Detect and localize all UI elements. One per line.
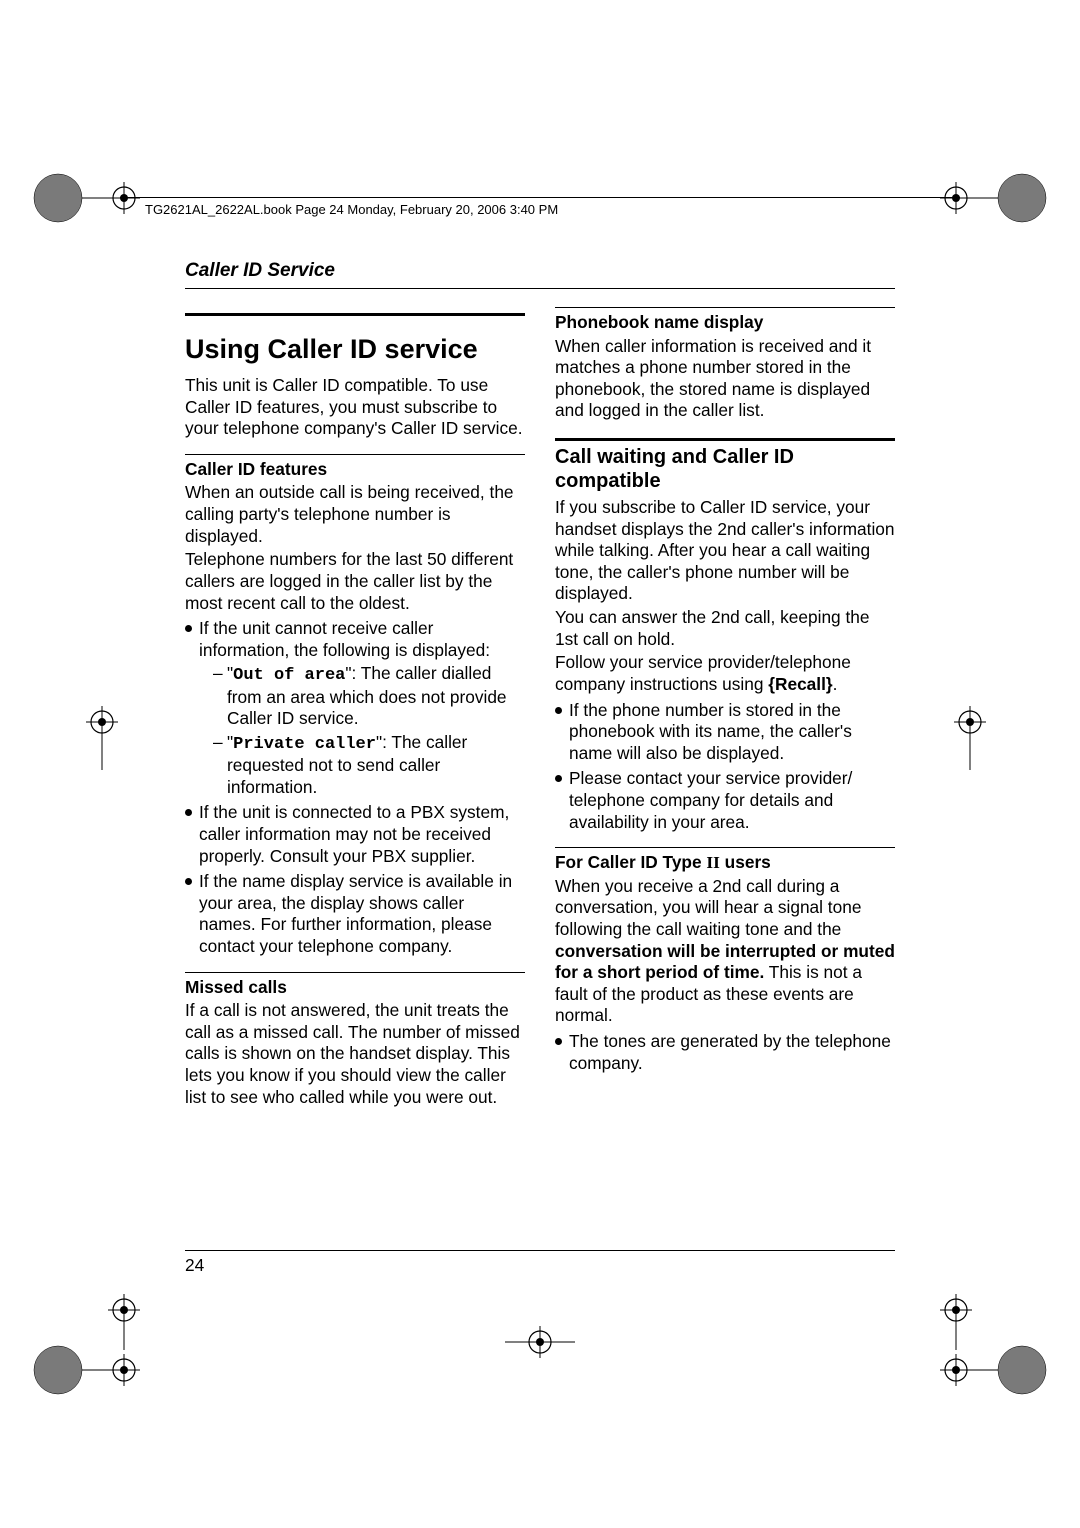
divider bbox=[555, 847, 895, 848]
divider bbox=[555, 307, 895, 308]
subhead-missed-calls: Missed calls bbox=[185, 977, 525, 999]
page-number: 24 bbox=[185, 1250, 895, 1276]
title-rule bbox=[185, 313, 525, 316]
reg-mark-top-left bbox=[30, 170, 140, 260]
body-text: If you subscribe to Caller ID service, y… bbox=[555, 497, 895, 605]
section-rule bbox=[555, 438, 895, 441]
key-recall: {Recall} bbox=[768, 674, 832, 694]
divider bbox=[185, 972, 525, 973]
bullet-item: If the unit cannot receive caller inform… bbox=[185, 618, 525, 798]
section-heading: Call waiting and Caller ID compatible bbox=[555, 445, 895, 493]
bullet-text: If the unit cannot receive caller inform… bbox=[199, 618, 490, 660]
body-text: When caller information is received and … bbox=[555, 336, 895, 422]
column-right: Phonebook name display When caller infor… bbox=[555, 307, 895, 1110]
divider bbox=[185, 454, 525, 455]
code-text: Private caller bbox=[233, 735, 376, 754]
bullet-item: If the unit is connected to a PBX system… bbox=[185, 802, 525, 867]
page-title: Using Caller ID service bbox=[185, 334, 525, 365]
dash-item: "Out of area": The caller dialled from a… bbox=[213, 663, 525, 729]
column-left: Using Caller ID service This unit is Cal… bbox=[185, 307, 525, 1110]
running-head: Caller ID Service bbox=[185, 260, 895, 282]
reg-mark-mid-right bbox=[948, 700, 998, 770]
header-crop-text: TG2621AL_2622AL.book Page 24 Monday, Feb… bbox=[145, 202, 558, 217]
page-content: Caller ID Service Using Caller ID servic… bbox=[185, 260, 895, 1110]
reg-mark-bottom-center bbox=[505, 1320, 575, 1370]
code-text: Out of area bbox=[233, 666, 345, 685]
header-rule bbox=[120, 197, 960, 198]
body-text: When an outside call is being received, … bbox=[185, 482, 525, 547]
reg-mark-top-right bbox=[940, 170, 1050, 260]
reg-mark-bottom-right bbox=[940, 1280, 1050, 1400]
body-text: Telephone numbers for the last 50 differ… bbox=[185, 549, 525, 614]
head-rule bbox=[185, 288, 895, 289]
body-text: Follow your service provider/telephone c… bbox=[555, 652, 895, 695]
body-text: When you receive a 2nd call during a con… bbox=[555, 876, 895, 1027]
intro-text: This unit is Caller ID compatible. To us… bbox=[185, 375, 525, 440]
bullet-item: The tones are generated by the telephone… bbox=[555, 1031, 895, 1074]
bullet-item: Please contact your service provider/ te… bbox=[555, 768, 895, 833]
subhead-caller-id-features: Caller ID features bbox=[185, 459, 525, 481]
body-text: You can answer the 2nd call, keeping the… bbox=[555, 607, 895, 650]
reg-mark-bottom-left bbox=[30, 1280, 140, 1400]
bullet-item: If the phone number is stored in the pho… bbox=[555, 700, 895, 765]
subhead-type2-users: For Caller ID Type II users bbox=[555, 852, 895, 874]
body-text: If a call is not answered, the unit trea… bbox=[185, 1000, 525, 1108]
bullet-item: If the name display service is available… bbox=[185, 871, 525, 957]
dash-item: "Private caller": The caller requested n… bbox=[213, 732, 525, 798]
reg-mark-mid-left bbox=[80, 700, 130, 770]
subhead-phonebook-name: Phonebook name display bbox=[555, 312, 895, 334]
